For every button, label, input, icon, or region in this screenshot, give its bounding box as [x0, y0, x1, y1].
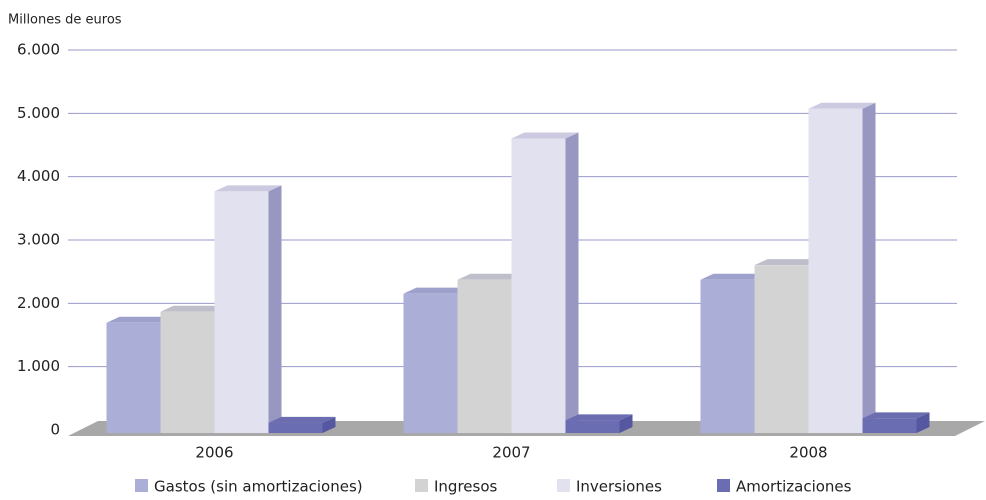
bar-side — [268, 185, 282, 433]
legend-swatch — [557, 479, 570, 492]
bar-top — [700, 273, 768, 280]
bar — [457, 279, 512, 433]
bar-side — [916, 412, 930, 433]
x-tick-label: 2008 — [789, 444, 827, 462]
y-tick-label: 6.000 — [17, 41, 60, 59]
x-tick-label: 2006 — [195, 444, 233, 462]
legend-swatch — [415, 479, 428, 492]
legend-label: Amortizaciones — [736, 478, 852, 496]
bar-3d — [565, 414, 633, 433]
bar — [511, 138, 566, 433]
bar — [808, 108, 863, 433]
legend-label: Inversiones — [576, 478, 662, 496]
legend-label: Gastos (sin amortizaciones) — [154, 478, 363, 496]
legend-swatch — [717, 479, 730, 492]
bar-top — [754, 259, 822, 266]
bar-top — [511, 132, 579, 139]
y-tick-label: 5.000 — [17, 104, 60, 122]
bar-top — [565, 414, 633, 421]
y-tick-label: 0 — [50, 421, 60, 439]
y-tick-label: 2.000 — [17, 294, 60, 312]
bar-3d — [808, 102, 876, 433]
bar-top — [268, 416, 336, 423]
bar-top — [160, 305, 228, 312]
bar-3d — [700, 273, 768, 433]
bar-top — [106, 316, 174, 323]
bar-side — [619, 414, 633, 433]
bar-top — [403, 287, 471, 294]
y-axis-title: Millones de euros — [8, 13, 122, 28]
bar — [268, 422, 323, 433]
bar-side — [565, 132, 579, 433]
bar-3d — [862, 412, 930, 433]
bar-3d — [214, 185, 282, 433]
bar-3d — [511, 132, 579, 433]
y-tick-label: 1.000 — [17, 357, 60, 375]
bar — [403, 293, 458, 433]
bar-side — [862, 102, 876, 433]
bar — [700, 279, 755, 433]
bar — [106, 322, 161, 433]
bar — [214, 191, 269, 433]
bar-top — [808, 102, 876, 109]
bar-top — [862, 412, 930, 419]
y-tick-label: 3.000 — [17, 231, 60, 249]
bar-3d — [268, 416, 336, 433]
bar — [754, 265, 809, 433]
legend-label: Ingresos — [434, 478, 498, 496]
bar — [862, 418, 917, 433]
y-tick-label: 4.000 — [17, 167, 60, 185]
bar-top — [214, 185, 282, 192]
bar — [160, 311, 215, 433]
bar — [565, 420, 620, 433]
bar-top — [457, 273, 525, 280]
bar-side — [322, 416, 336, 433]
x-tick-label: 2007 — [492, 444, 530, 462]
legend-swatch — [135, 479, 148, 492]
